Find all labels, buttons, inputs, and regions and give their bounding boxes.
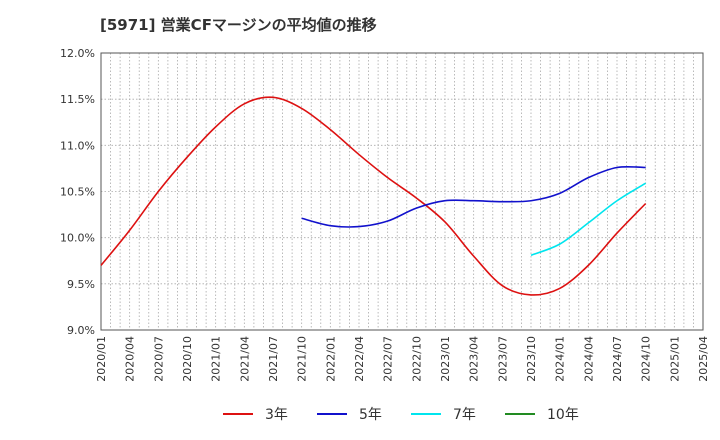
x-tick-label: 2020/01: [95, 336, 108, 382]
y-tick-label: 12.0%: [60, 47, 95, 60]
series-line-3: [530, 182, 647, 256]
plot-border: [100, 52, 704, 331]
y-tick-label: 11.0%: [60, 139, 95, 152]
x-tick-label: 2022/07: [382, 336, 395, 382]
y-tick-label: 9.5%: [67, 278, 95, 291]
x-tick-label: 2020/10: [181, 336, 194, 382]
y-tick-label: 10.0%: [60, 232, 95, 245]
x-tick-label: 2025/04: [697, 336, 710, 382]
series-line-2: [301, 165, 646, 228]
legend-label-1: 3年: [265, 407, 288, 423]
y-tick-label: 10.5%: [60, 186, 95, 199]
x-tick-label: 2024/10: [640, 336, 653, 382]
x-tick-label: 2024/01: [554, 336, 567, 382]
series-line-1: [100, 96, 647, 296]
x-tick-label: 2022/04: [353, 336, 366, 382]
x-tick-label: 2021/07: [267, 336, 280, 382]
x-tick-label: 2023/04: [468, 336, 481, 382]
x-tick-label: 2023/07: [496, 336, 509, 382]
x-tick-label: 2023/01: [439, 336, 452, 382]
x-tick-label: 2023/10: [525, 336, 538, 382]
legend-label-4: 10年: [547, 407, 579, 423]
x-tick-label: 2022/10: [410, 336, 423, 382]
x-tick-label: 2020/07: [152, 336, 165, 382]
legend-label-3: 7年: [453, 407, 476, 423]
x-tick-label: 2021/04: [238, 336, 251, 382]
y-tick-label: 9.0%: [67, 324, 95, 337]
x-tick-label: 2021/10: [296, 336, 309, 382]
x-tick-label: 2021/01: [210, 336, 223, 382]
legend: 3年 5年 7年 10年: [223, 407, 579, 423]
x-tick-label: 2025/01: [668, 336, 681, 382]
x-tick-label: 2024/07: [611, 336, 624, 382]
chart-title: [5971] 営業CFマージンの平均値の推移: [100, 16, 377, 34]
x-tick-label: 2024/04: [582, 336, 595, 382]
x-tick-label: 2020/04: [124, 336, 137, 382]
legend-label-2: 5年: [359, 407, 382, 423]
x-tick-label: 2022/01: [324, 336, 337, 382]
y-tick-label: 11.5%: [60, 93, 95, 106]
plot-area: 9.0% 9.5% 10.0% 10.5% 11.0% 11.5% 12.0% 2020/01…: [60, 47, 710, 382]
